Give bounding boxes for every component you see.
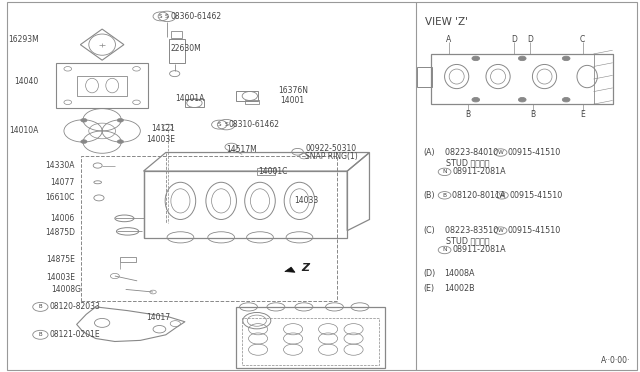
Text: B: B [531, 110, 536, 119]
Bar [171, 31, 182, 38]
Text: 14008G: 14008G [51, 285, 81, 294]
Text: 14121: 14121 [152, 124, 175, 133]
Text: 14040: 14040 [14, 77, 38, 86]
Text: 14010A: 14010A [9, 126, 38, 135]
Text: 08223-83510: 08223-83510 [445, 226, 500, 235]
Text: 14008A: 14008A [445, 269, 475, 278]
Bar [56, 63, 148, 108]
Text: 08360-61462: 08360-61462 [170, 12, 221, 21]
Text: W: W [499, 193, 505, 198]
Text: 08911-2081A: 08911-2081A [452, 246, 506, 254]
Bar [257, 168, 275, 175]
Text: S: S [224, 122, 228, 127]
Bar [120, 257, 136, 262]
Text: STUD スタッド: STUD スタッド [447, 158, 490, 167]
Text: N: N [442, 247, 447, 253]
Text: 08121-0201E: 08121-0201E [49, 330, 100, 339]
Circle shape [563, 56, 570, 61]
Text: VIEW 'Z': VIEW 'Z' [425, 17, 468, 27]
Text: 14001C: 14001C [258, 167, 287, 176]
Text: B: B [443, 193, 447, 198]
Circle shape [518, 97, 526, 102]
Text: (B): (B) [424, 191, 435, 200]
Text: 14517M: 14517M [227, 145, 257, 154]
Text: 08911-2081A: 08911-2081A [452, 167, 506, 176]
Circle shape [81, 140, 87, 144]
Text: (D): (D) [424, 269, 436, 278]
Text: D: D [511, 35, 517, 44]
Text: 14001A: 14001A [175, 94, 205, 103]
Text: A: A [447, 35, 452, 44]
Text: A··0·00·: A··0·00· [601, 356, 630, 365]
Text: (E): (E) [424, 284, 435, 293]
Text: 08120-8011A: 08120-8011A [452, 191, 508, 200]
Bar [593, 54, 612, 104]
Text: B: B [38, 304, 42, 310]
Text: E: E [580, 110, 585, 119]
Text: W: W [498, 150, 504, 155]
Bar [236, 307, 385, 368]
Text: 22630M: 22630M [171, 44, 202, 53]
Bar [245, 100, 259, 104]
Text: 14017: 14017 [146, 313, 170, 322]
Text: 08120-82033: 08120-82033 [49, 302, 100, 311]
Text: 14001: 14001 [280, 96, 305, 105]
Text: (C): (C) [424, 226, 435, 235]
Text: 00915-41510: 00915-41510 [508, 226, 561, 235]
Circle shape [472, 97, 479, 102]
Text: 14875D: 14875D [45, 228, 75, 237]
Bar [417, 67, 433, 87]
Bar [77, 76, 127, 96]
Circle shape [472, 56, 479, 61]
Bar [431, 54, 612, 104]
Text: S: S [165, 14, 169, 19]
Text: 14003E: 14003E [147, 135, 175, 144]
Text: 14330A: 14330A [45, 161, 75, 170]
Text: 08223-84010: 08223-84010 [445, 148, 500, 157]
Bar [236, 91, 258, 101]
Text: 14002B: 14002B [445, 284, 476, 293]
Text: 14077: 14077 [51, 178, 75, 187]
Text: Z: Z [301, 263, 310, 273]
Polygon shape [285, 267, 295, 272]
Text: W: W [498, 228, 504, 233]
Text: S: S [159, 14, 163, 19]
Text: 14006: 14006 [51, 214, 75, 223]
Text: C: C [580, 35, 586, 44]
Circle shape [117, 140, 124, 144]
Circle shape [518, 56, 526, 61]
Text: B: B [465, 110, 470, 119]
Text: 14003E: 14003E [46, 273, 75, 282]
Bar [242, 318, 379, 365]
Text: STUD スタッド: STUD スタッド [447, 237, 490, 246]
Text: 08310-61462: 08310-61462 [229, 120, 280, 129]
Bar [185, 99, 204, 107]
Text: B: B [38, 332, 42, 337]
Text: 14033: 14033 [294, 196, 318, 205]
Text: (A): (A) [424, 148, 435, 157]
Text: D: D [527, 35, 533, 44]
Text: 16610C: 16610C [45, 193, 75, 202]
Circle shape [81, 118, 87, 122]
Text: 14875E: 14875E [46, 255, 75, 264]
Text: 00915-41510: 00915-41510 [508, 148, 561, 157]
Text: S: S [218, 122, 221, 127]
Text: 00915-41510: 00915-41510 [509, 191, 563, 200]
Bar [169, 39, 185, 63]
Circle shape [563, 97, 570, 102]
Bar [81, 156, 337, 301]
Circle shape [117, 118, 124, 122]
Text: N: N [442, 169, 447, 174]
Text: 16293M: 16293M [8, 35, 38, 44]
Text: 00922-50310: 00922-50310 [305, 144, 356, 153]
Text: SNAP RING(1): SNAP RING(1) [305, 153, 358, 161]
Text: 16376N: 16376N [278, 86, 308, 94]
